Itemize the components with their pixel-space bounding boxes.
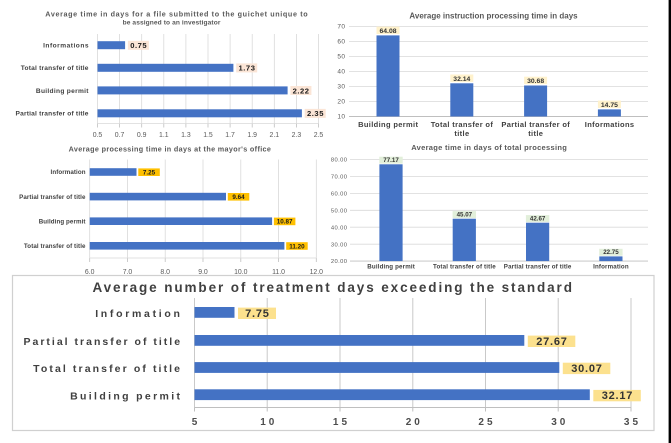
svg-text:Building permit: Building permit — [358, 120, 418, 129]
svg-text:title: title — [528, 129, 543, 138]
svg-text:11.0: 11.0 — [272, 269, 285, 276]
svg-text:Building permit: Building permit — [367, 263, 415, 270]
svg-text:25: 25 — [478, 417, 495, 428]
svg-text:Total transfer of title: Total transfer of title — [24, 243, 86, 250]
svg-text:70.00: 70.00 — [331, 175, 348, 181]
svg-text:Building permit: Building permit — [36, 88, 89, 95]
svg-text:11.20: 11.20 — [289, 243, 305, 250]
svg-text:1.1: 1.1 — [159, 132, 169, 139]
svg-text:35: 35 — [624, 417, 641, 428]
svg-text:Information: Information — [593, 263, 629, 270]
svg-text:0.9: 0.9 — [137, 132, 147, 139]
svg-text:20: 20 — [337, 99, 345, 106]
svg-text:Total transfer of title: Total transfer of title — [433, 263, 496, 270]
svg-text:Partial transfer of title: Partial transfer of title — [24, 336, 183, 348]
svg-text:Partial transfer of title: Partial transfer of title — [19, 194, 86, 201]
svg-text:Total transfer of title: Total transfer of title — [33, 363, 182, 375]
svg-text:Total transfer of title: Total transfer of title — [21, 65, 89, 72]
svg-text:12.0: 12.0 — [310, 269, 324, 276]
svg-text:Average time in days for a fil: Average time in days for a file submitte… — [45, 10, 308, 19]
svg-text:7.0: 7.0 — [123, 269, 133, 276]
svg-text:1.5: 1.5 — [203, 132, 213, 139]
svg-text:Building permit: Building permit — [39, 218, 86, 225]
svg-text:10.87: 10.87 — [277, 219, 293, 226]
svg-text:7.25: 7.25 — [143, 170, 156, 177]
svg-text:Partial transfer of: Partial transfer of — [501, 120, 570, 129]
svg-text:Average instruction processing: Average instruction processing time in d… — [409, 12, 578, 21]
svg-text:60.00: 60.00 — [331, 191, 348, 197]
svg-text:0.75: 0.75 — [130, 41, 147, 50]
svg-text:10: 10 — [260, 417, 277, 428]
svg-text:1.3: 1.3 — [181, 132, 191, 139]
svg-text:50: 50 — [337, 54, 345, 61]
svg-text:1.7: 1.7 — [225, 132, 235, 139]
svg-text:Total transfer of: Total transfer of — [431, 120, 494, 129]
svg-text:14.75: 14.75 — [601, 102, 618, 109]
svg-text:7.75: 7.75 — [245, 308, 270, 320]
svg-text:Informations: Informations — [585, 120, 635, 129]
svg-text:15: 15 — [333, 417, 350, 428]
svg-text:10: 10 — [337, 114, 345, 121]
svg-text:6.0: 6.0 — [85, 269, 95, 276]
svg-text:1.9: 1.9 — [247, 132, 257, 139]
svg-text:2.3: 2.3 — [292, 132, 302, 139]
svg-text:45.07: 45.07 — [457, 211, 473, 218]
svg-text:30.00: 30.00 — [331, 242, 348, 248]
svg-text:2.22: 2.22 — [293, 86, 310, 95]
svg-text:Information: Information — [51, 169, 86, 176]
svg-text:70: 70 — [337, 24, 345, 31]
svg-text:40: 40 — [337, 69, 345, 76]
svg-text:64.08: 64.08 — [380, 28, 397, 35]
svg-text:2.1: 2.1 — [270, 132, 280, 139]
svg-text:2.35: 2.35 — [307, 109, 324, 118]
svg-text:32.17: 32.17 — [602, 390, 634, 402]
svg-text:1.73: 1.73 — [239, 64, 256, 73]
svg-text:5: 5 — [192, 417, 201, 428]
svg-text:0.5: 0.5 — [93, 132, 103, 139]
svg-text:9.0: 9.0 — [198, 269, 208, 276]
svg-text:10.0: 10.0 — [234, 269, 248, 276]
svg-text:32.14: 32.14 — [453, 76, 470, 83]
svg-text:Partial transfer of title: Partial transfer of title — [16, 111, 89, 118]
svg-text:be assigned to an investigator: be assigned to an investigator — [123, 20, 221, 27]
svg-text:60: 60 — [337, 39, 345, 46]
svg-text:40.00: 40.00 — [331, 225, 348, 231]
svg-text:80.00: 80.00 — [331, 158, 348, 164]
svg-text:0.7: 0.7 — [115, 132, 125, 139]
svg-text:Average time in days of total: Average time in days of total processing — [411, 143, 567, 152]
svg-text:77.17: 77.17 — [383, 157, 399, 164]
svg-text:8.0: 8.0 — [160, 269, 170, 276]
svg-text:30: 30 — [551, 417, 568, 428]
svg-text:Informations: Informations — [43, 43, 89, 50]
svg-text:20: 20 — [406, 417, 423, 428]
svg-text:20.00: 20.00 — [331, 259, 348, 265]
svg-text:2.5: 2.5 — [314, 132, 324, 139]
svg-text:30.68: 30.68 — [527, 78, 544, 85]
svg-text:50.00: 50.00 — [331, 208, 348, 214]
svg-text:27.67: 27.67 — [536, 336, 568, 348]
svg-text:42.67: 42.67 — [530, 216, 546, 223]
svg-text:22.75: 22.75 — [603, 249, 619, 256]
svg-text:9.64: 9.64 — [232, 194, 245, 201]
svg-text:Information: Information — [95, 308, 182, 320]
svg-text:Average number of treatment da: Average number of treatment days exceedi… — [93, 280, 574, 295]
svg-text:title: title — [454, 129, 469, 138]
svg-text:Building permit: Building permit — [70, 390, 182, 402]
svg-text:Partial transfer of title: Partial transfer of title — [504, 263, 572, 270]
svg-text:30: 30 — [337, 84, 345, 91]
svg-text:Average processing time in day: Average processing time in days at the m… — [69, 145, 272, 154]
svg-text:30.07: 30.07 — [571, 363, 603, 375]
